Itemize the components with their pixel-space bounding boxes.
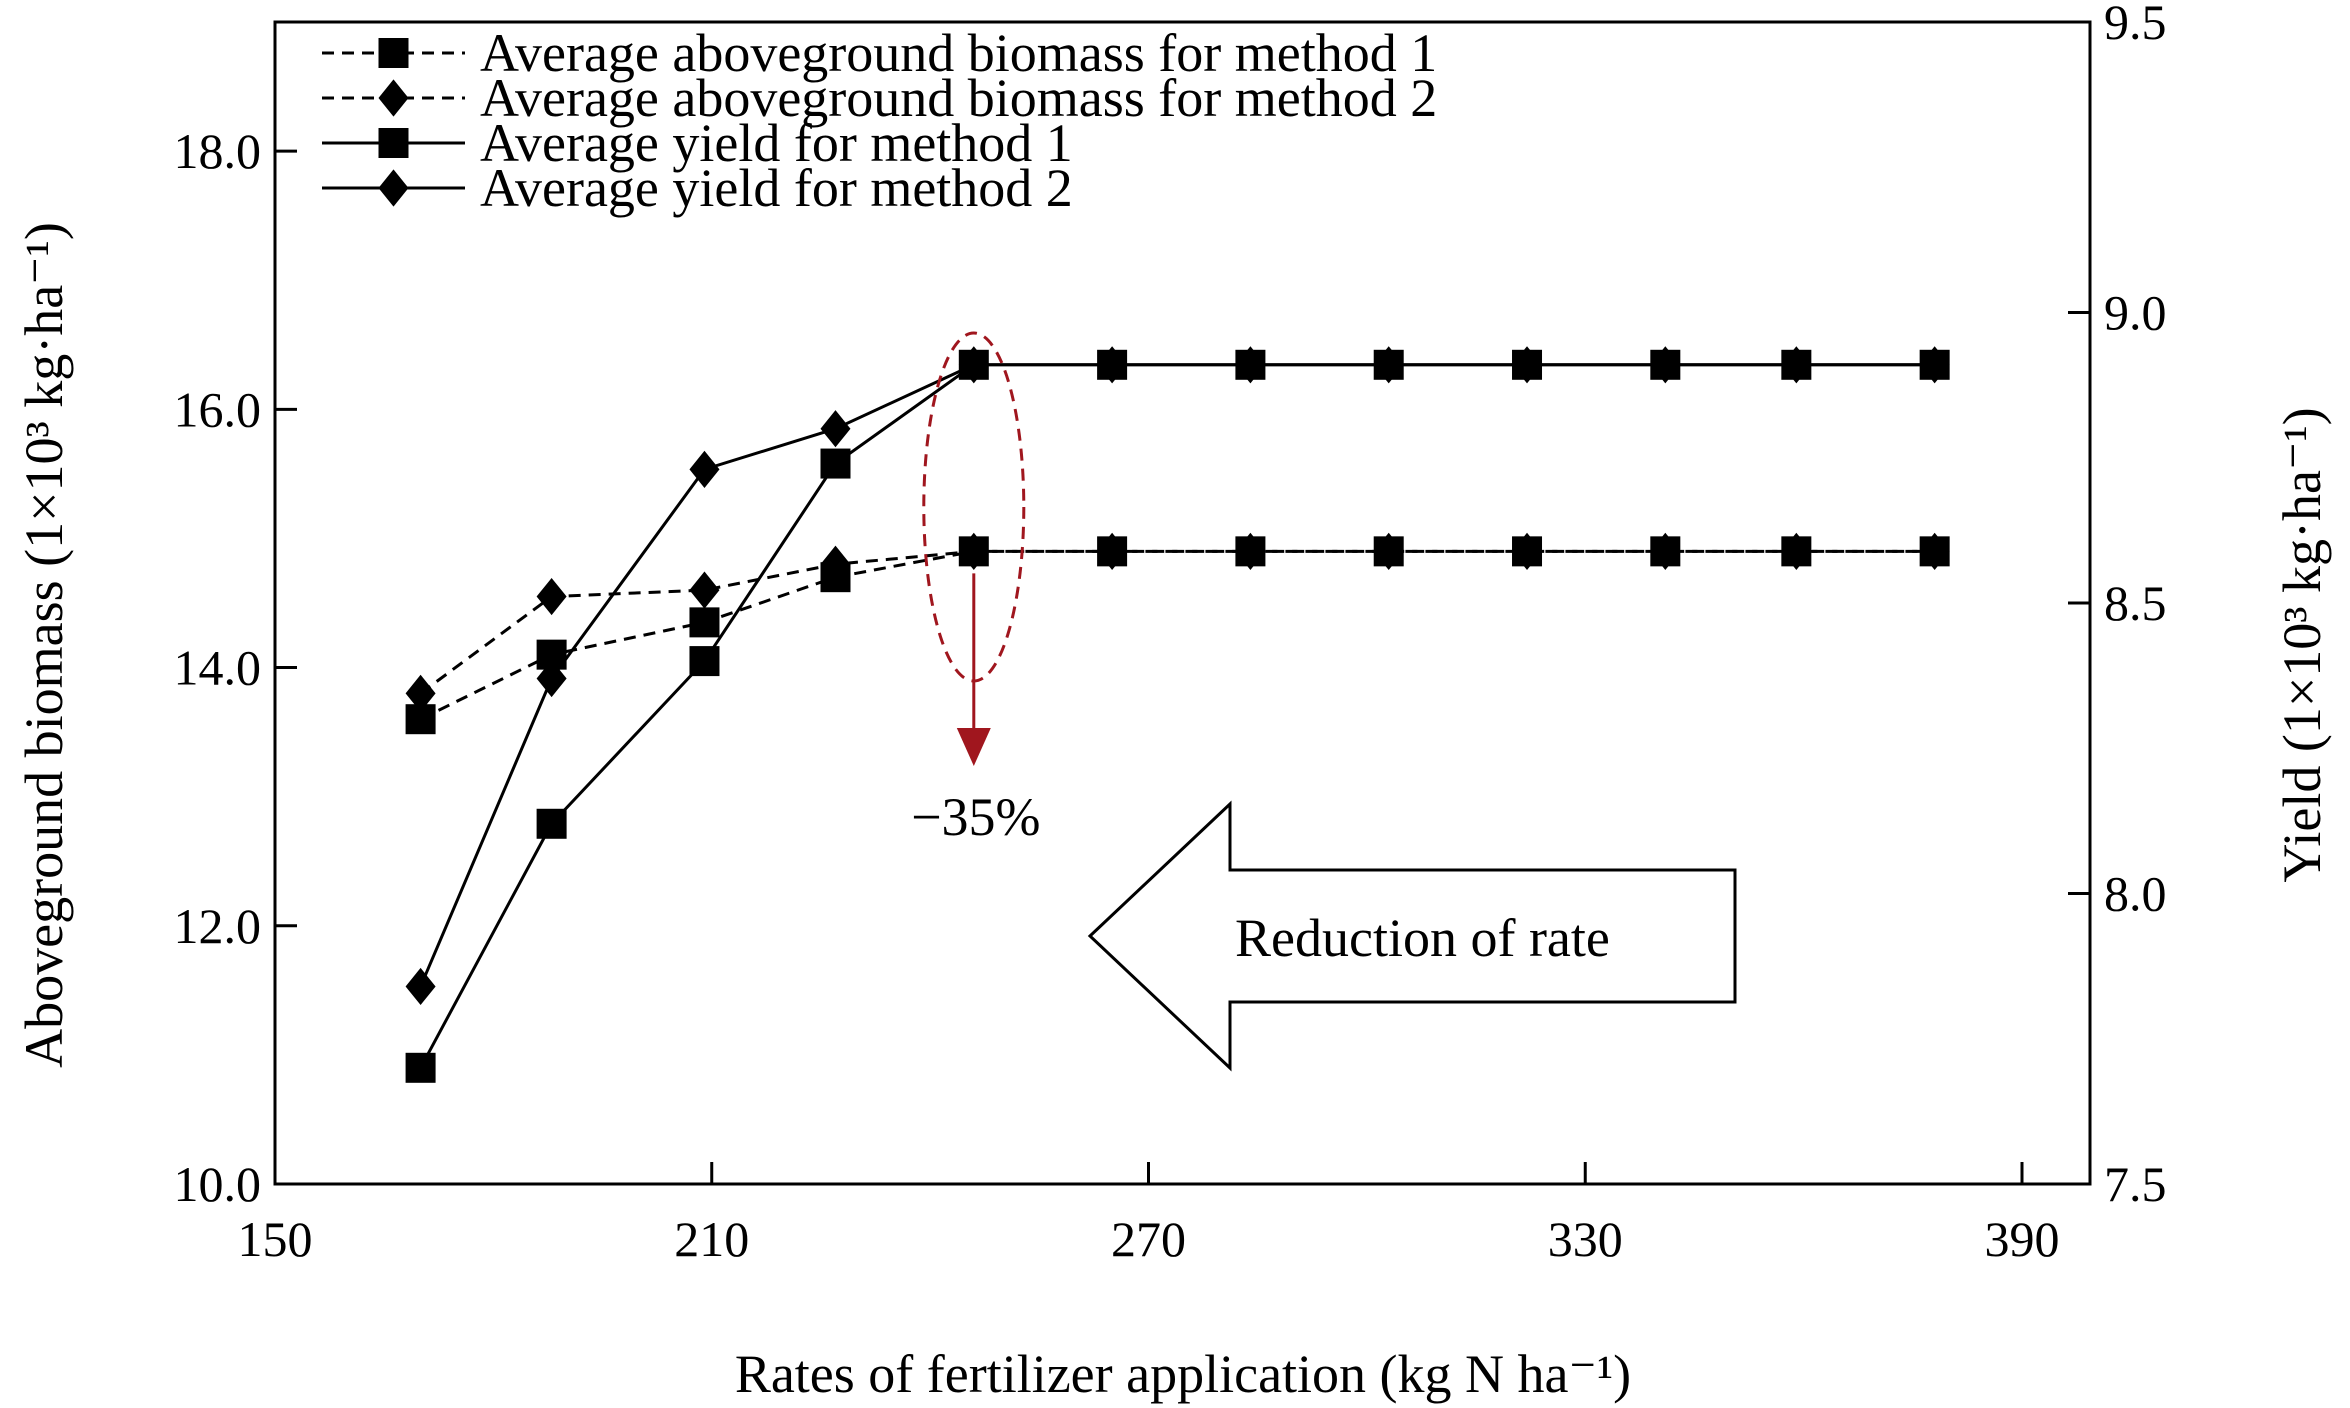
series-2-point-8 bbox=[1373, 532, 1404, 570]
reduction-percent-label: −35% bbox=[911, 787, 1040, 847]
legend-label-3: Average yield for method 1 bbox=[480, 113, 1073, 173]
legend-marker-2 bbox=[378, 79, 409, 117]
x-tick-label-150: 150 bbox=[238, 1211, 313, 1267]
series-2-point-11 bbox=[1781, 532, 1812, 570]
series-4-point-9 bbox=[1512, 346, 1543, 384]
axes: 150 210 270 330 390 10.0 12.0 14.0 16.0 18.0 7.5 8.… bbox=[174, 0, 2167, 1267]
x-tick-label-390: 390 bbox=[1985, 1211, 2060, 1267]
series-2-point-2 bbox=[536, 577, 567, 616]
series-3-point-3 bbox=[689, 646, 720, 677]
series-4-point-10 bbox=[1650, 346, 1681, 384]
legend: Average aboveground biomass for method 1… bbox=[322, 23, 1437, 218]
reduction-arrow-head bbox=[956, 728, 991, 766]
series-1-line bbox=[419, 549, 1935, 721]
reduction-block-arrow bbox=[1087, 800, 1737, 1072]
series-2-line bbox=[419, 549, 1935, 695]
series-4-point-11 bbox=[1781, 346, 1812, 384]
y-left-tick-label-14.0: 14.0 bbox=[174, 640, 262, 696]
series-1-point-3 bbox=[689, 607, 720, 638]
x-axis-title: Rates of fertilizer application (kg N ha… bbox=[735, 1344, 1631, 1404]
series-2-point-12 bbox=[1919, 532, 1950, 570]
reduction-label: Reduction of rate bbox=[1235, 908, 1610, 968]
y-right-tick-label-9.5: 9.5 bbox=[2104, 0, 2167, 50]
legend-label-4: Average yield for method 2 bbox=[480, 158, 1073, 218]
series-2-point-5 bbox=[958, 532, 989, 570]
series-2-point-10 bbox=[1650, 532, 1681, 570]
y-right-tick-label-8.5: 8.5 bbox=[2104, 575, 2167, 631]
annotations-back: Reduction of rate bbox=[1087, 800, 1737, 1072]
series-layer bbox=[405, 346, 1950, 1083]
series-2-point-6 bbox=[1097, 532, 1128, 570]
series-3-point-4 bbox=[820, 448, 851, 479]
series-4-point-6 bbox=[1097, 346, 1128, 384]
series-2-point-3 bbox=[689, 571, 720, 609]
series-3-point-1 bbox=[405, 1052, 436, 1083]
y-right-tick-label-8.0: 8.0 bbox=[2104, 866, 2167, 922]
series-4-point-1 bbox=[405, 967, 436, 1006]
series-2-point-7 bbox=[1235, 532, 1266, 570]
series-4-point-4 bbox=[820, 410, 851, 448]
series-4-point-8 bbox=[1373, 346, 1404, 384]
series-4-point-2 bbox=[536, 659, 567, 698]
y-left-tick-label-10.0: 10.0 bbox=[174, 1156, 262, 1212]
legend-marker-3 bbox=[378, 128, 409, 158]
y-left-tick-label-18.0: 18.0 bbox=[174, 123, 262, 179]
series-3-point-2 bbox=[536, 808, 567, 839]
legend-label-1: Average aboveground biomass for method 1 bbox=[480, 23, 1437, 83]
x-tick-label-270: 270 bbox=[1111, 1211, 1186, 1267]
annotations-front: −35% bbox=[911, 331, 1041, 847]
y-left-tick-label-16.0: 16.0 bbox=[174, 381, 262, 437]
x-tick-label-210: 210 bbox=[674, 1211, 749, 1267]
series-1 bbox=[405, 536, 1950, 735]
series-4-point-12 bbox=[1919, 346, 1950, 384]
legend-marker-1 bbox=[378, 38, 409, 68]
legend-marker-4 bbox=[378, 169, 409, 207]
y-right-tick-label-9.0: 9.0 bbox=[2104, 285, 2167, 341]
legend-label-2: Average aboveground biomass for method 2 bbox=[480, 68, 1437, 128]
series-4-point-5 bbox=[958, 346, 989, 384]
series-4-line bbox=[419, 363, 1935, 988]
series-4-point-7 bbox=[1235, 346, 1266, 384]
series-4 bbox=[405, 346, 1950, 1006]
series-2-point-4 bbox=[820, 545, 851, 583]
y-right-tick-label-7.5: 7.5 bbox=[2104, 1156, 2167, 1212]
y-axis-title-right: Yield (1×10³ kg·ha⁻¹) bbox=[2272, 407, 2332, 882]
y-axis-title-left: Aboveground biomass (1×10³ kg·ha⁻¹) bbox=[14, 222, 74, 1068]
series-2-point-1 bbox=[405, 674, 436, 712]
series-4-point-3 bbox=[689, 450, 720, 488]
x-tick-label-330: 330 bbox=[1548, 1211, 1623, 1267]
series-2 bbox=[405, 532, 1950, 712]
series-2-point-9 bbox=[1512, 532, 1543, 570]
y-left-tick-label-12.0: 12.0 bbox=[174, 898, 262, 954]
